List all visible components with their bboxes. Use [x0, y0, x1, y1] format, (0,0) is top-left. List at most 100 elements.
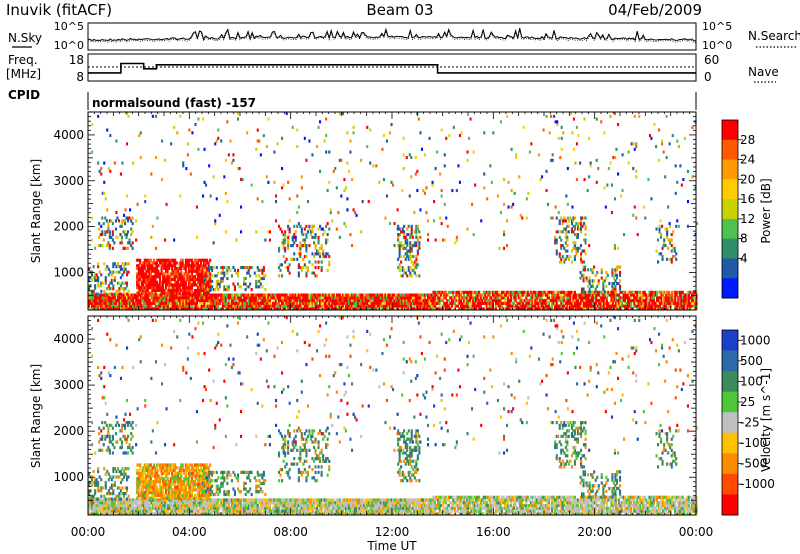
range-gate-cell: [506, 244, 509, 248]
range-gate-cell: [196, 275, 199, 279]
range-gate-cell: [594, 287, 597, 291]
range-gate-cell: [660, 233, 663, 237]
range-gate-cell: [407, 233, 410, 237]
range-gate-cell: [187, 266, 190, 270]
range-gate-cell: [282, 255, 285, 259]
range-gate-cell: [279, 268, 282, 272]
range-gate-cell: [667, 238, 670, 242]
range-gate-cell: [375, 164, 378, 168]
range-gate-cell: [316, 307, 319, 311]
range-gate-cell: [177, 503, 180, 508]
range-gate-cell: [408, 304, 411, 308]
range-gate-cell: [432, 296, 435, 300]
range-gate-cell: [107, 292, 110, 296]
range-gate-cell: [595, 299, 598, 303]
range-gate-cell: [438, 304, 441, 308]
range-gate-cell: [101, 296, 104, 300]
range-gate-cell: [299, 244, 302, 248]
range-gate-cell: [166, 272, 169, 276]
range-gate-cell: [133, 296, 136, 300]
range-gate-cell: [670, 260, 673, 264]
range-gate-cell: [520, 304, 523, 308]
range-gate-cell: [446, 299, 449, 303]
range-gate-cell: [510, 205, 513, 209]
range-gate-cell: [418, 274, 421, 278]
range-gate-cell: [604, 301, 607, 305]
range-gate-cell: [106, 128, 109, 132]
range-gate-cell: [458, 301, 461, 305]
range-gate-cell: [290, 293, 293, 297]
range-gate-cell: [100, 509, 103, 513]
range-gate-cell: [284, 307, 287, 311]
range-gate-cell: [499, 293, 502, 297]
range-gate-cell: [416, 227, 419, 231]
range-gate-cell: [410, 175, 413, 179]
range-gate-cell: [145, 277, 148, 281]
range-gate-cell: [646, 304, 649, 308]
range-gate-cell: [191, 512, 194, 516]
range-gate-cell: [398, 307, 401, 311]
range-gate-cell: [143, 277, 146, 281]
range-gate-cell: [121, 296, 124, 300]
range-gate-cell: [642, 299, 645, 303]
range-gate-cell: [642, 290, 645, 294]
range-gate-cell: [235, 498, 238, 502]
range-gate-cell: [112, 301, 115, 305]
range-gate-cell: [155, 264, 158, 268]
range-gate-cell: [666, 307, 669, 311]
range-gate-cell: [118, 301, 121, 305]
range-gate-cell: [183, 501, 186, 505]
range-gate-cell: [146, 269, 149, 273]
range-gate-cell: [258, 506, 261, 510]
range-gate-cell: [432, 304, 435, 308]
range-gate-cell: [142, 291, 145, 295]
range-gate-cell: [461, 304, 464, 308]
range-gate-cell: [586, 293, 589, 297]
range-gate-cell: [500, 296, 503, 300]
range-gate-cell: [666, 235, 669, 239]
range-gate-cell: [395, 299, 398, 303]
range-gate-cell: [209, 509, 212, 513]
range-gate-cell: [94, 512, 97, 516]
range-gate-cell: [413, 307, 416, 311]
range-gate-cell: [590, 284, 593, 288]
range-gate-cell: [631, 293, 634, 297]
range-gate-cell: [139, 131, 142, 135]
range-gate-cell: [107, 287, 110, 291]
range-gate-cell: [226, 200, 229, 204]
range-gate-cell: [525, 216, 528, 220]
range-gate-cell: [516, 293, 519, 297]
range-gate-cell: [230, 274, 233, 278]
range-gate-cell: [402, 136, 405, 140]
range-gate-cell: [144, 200, 147, 204]
range-gate-cell: [285, 266, 288, 270]
range-gate-cell: [109, 296, 112, 300]
range-gate-cell: [211, 307, 214, 311]
range-gate-cell: [247, 266, 250, 270]
range-gate-cell: [347, 293, 350, 297]
range-gate-cell: [170, 509, 173, 513]
range-gate-cell: [496, 293, 499, 297]
range-gate-cell: [108, 230, 111, 234]
range-gate-cell: [470, 296, 473, 300]
range-gate-cell: [393, 299, 396, 303]
range-gate-cell: [256, 301, 259, 305]
range-gate-cell: [262, 293, 265, 297]
range-gate-cell: [624, 301, 627, 305]
range-gate-cell: [202, 509, 205, 513]
range-gate-cell: [268, 238, 271, 242]
range-gate-cell: [168, 264, 171, 268]
range-gate-cell: [233, 268, 236, 272]
range-gate-cell: [154, 506, 157, 510]
range-gate-cell: [334, 301, 337, 305]
range-gate-cell: [211, 279, 214, 283]
range-gate-cell: [417, 307, 420, 311]
range-gate-cell: [273, 307, 276, 311]
range-gate-cell: [278, 296, 281, 300]
range-gate-cell: [238, 299, 241, 303]
range-gate-cell: [186, 272, 189, 276]
range-gate-cell: [104, 216, 107, 220]
range-gate-cell: [206, 501, 209, 505]
range-gate-cell: [669, 293, 672, 297]
range-gate-cell: [680, 307, 683, 311]
